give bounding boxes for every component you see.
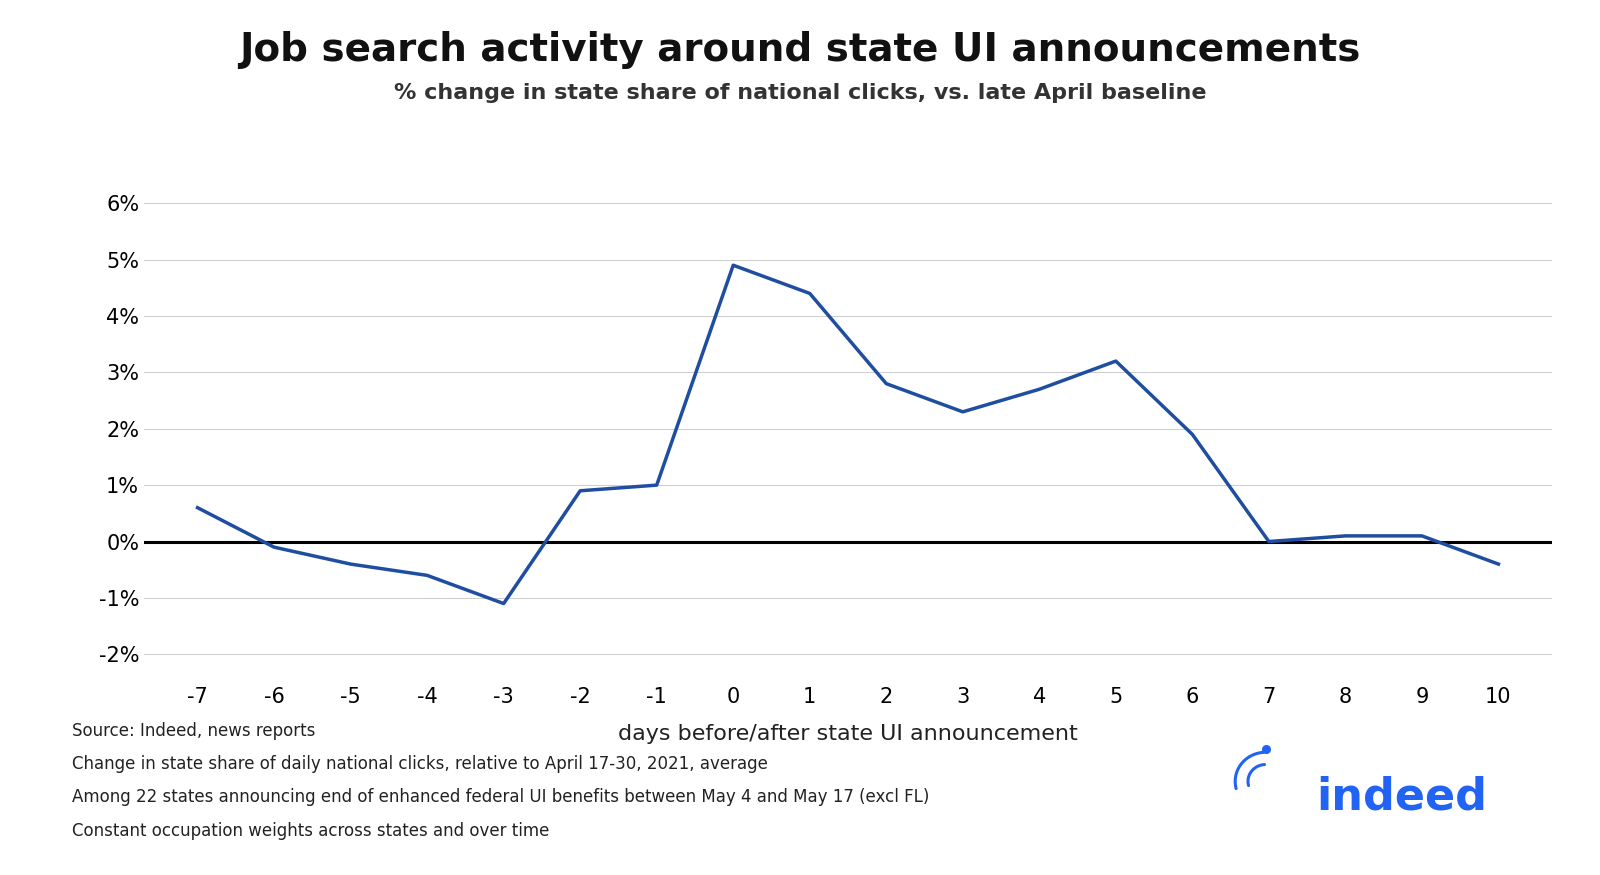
Text: indeed: indeed xyxy=(1317,775,1486,818)
Text: % change in state share of national clicks, vs. late April baseline: % change in state share of national clic… xyxy=(394,83,1206,103)
Text: Source: Indeed, news reports: Source: Indeed, news reports xyxy=(72,722,315,740)
Text: Constant occupation weights across states and over time: Constant occupation weights across state… xyxy=(72,822,549,840)
X-axis label: days before/after state UI announcement: days before/after state UI announcement xyxy=(618,724,1078,744)
Text: Change in state share of daily national clicks, relative to April 17-30, 2021, a: Change in state share of daily national … xyxy=(72,755,768,774)
Text: Job search activity around state UI announcements: Job search activity around state UI anno… xyxy=(240,31,1360,68)
Text: Among 22 states announcing end of enhanced federal UI benefits between May 4 and: Among 22 states announcing end of enhanc… xyxy=(72,788,930,807)
